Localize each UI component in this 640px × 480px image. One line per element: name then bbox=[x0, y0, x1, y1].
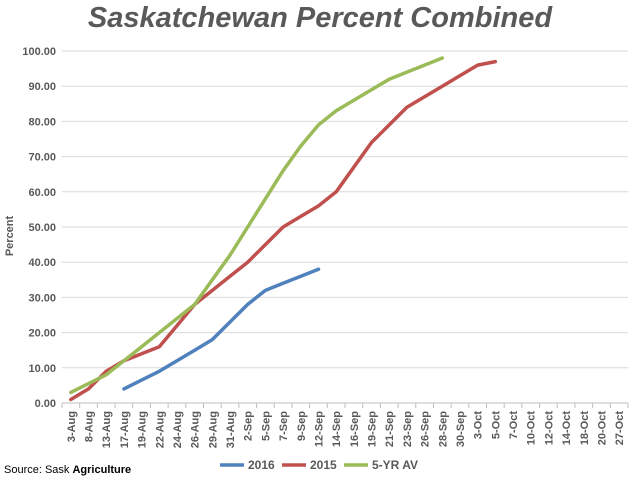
y-tick-label: 100.00 bbox=[22, 46, 56, 58]
x-tick-label: 16-Sep bbox=[349, 411, 361, 447]
x-tick-label: 19-Sep bbox=[367, 411, 379, 447]
y-axis-title: Percent bbox=[4, 215, 16, 256]
y-tick-label: 0.00 bbox=[35, 398, 56, 410]
y-tick-label: 80.00 bbox=[28, 116, 56, 128]
x-tick-label: 17-Aug bbox=[119, 411, 131, 448]
series-layer bbox=[69, 56, 498, 402]
x-tick-label: 31-Aug bbox=[225, 411, 237, 448]
x-tick-label: 20-Oct bbox=[596, 411, 608, 446]
x-tick-label: 23-Sep bbox=[402, 411, 414, 447]
legend-label: 2016 bbox=[248, 458, 275, 472]
x-tick-label: 18-Oct bbox=[579, 411, 591, 446]
x-tick-label: 5-Sep bbox=[260, 411, 272, 441]
series-line-5-yr-av bbox=[69, 56, 445, 395]
legend-label: 5-YR AV bbox=[372, 458, 418, 472]
x-tick-label: 14-Oct bbox=[561, 411, 573, 446]
x-tick-label: 10-Oct bbox=[526, 411, 538, 446]
y-tick-label: 20.00 bbox=[28, 328, 56, 340]
y-tick-label: 10.00 bbox=[28, 363, 56, 375]
x-tick-label: 21-Sep bbox=[384, 411, 396, 447]
x-tick-label: 14-Sep bbox=[331, 411, 343, 447]
grid-layer bbox=[62, 50, 628, 369]
y-tick-label: 50.00 bbox=[28, 222, 56, 234]
x-tick-label: 22-Aug bbox=[154, 411, 166, 448]
y-tick-label: 40.00 bbox=[28, 257, 56, 269]
chart-title: Saskatchewan Percent Combined bbox=[87, 2, 553, 34]
x-tick-label: 9-Sep bbox=[296, 411, 308, 441]
x-tick-label: 12-Sep bbox=[313, 411, 325, 447]
x-tick-label: 26-Aug bbox=[190, 411, 202, 448]
x-tick-label: 19-Aug bbox=[137, 411, 149, 448]
x-tick-label: 26-Sep bbox=[420, 411, 432, 447]
x-tick-label: 30-Sep bbox=[455, 411, 467, 447]
x-tick-label: 12-Oct bbox=[543, 411, 555, 446]
x-tick-label: 29-Aug bbox=[207, 411, 219, 448]
x-tick-label: 28-Sep bbox=[437, 411, 449, 447]
x-tick-label: 7-Sep bbox=[278, 411, 290, 441]
y-tick-label: 30.00 bbox=[28, 292, 56, 304]
source-prefix: Source: Sask bbox=[4, 464, 73, 476]
axis-layer: 0.00 10.00 20.00 30.00 40.00 50.00 60.00 70.00 8… bbox=[22, 46, 629, 448]
legend-label: 2015 bbox=[310, 458, 337, 472]
x-tick-label: 3-Aug bbox=[66, 411, 78, 442]
y-tick-label: 60.00 bbox=[28, 187, 56, 199]
x-tick-label: 2-Sep bbox=[243, 411, 255, 441]
source-note: Source: Sask Agriculture bbox=[4, 464, 131, 476]
series-line-2016 bbox=[122, 267, 321, 391]
source-bold: Agriculture bbox=[72, 464, 132, 476]
x-tick-label: 24-Aug bbox=[172, 411, 184, 448]
x-tick-label: 7-Oct bbox=[508, 411, 520, 439]
x-tick-label: 5-Oct bbox=[490, 411, 502, 439]
y-tick-label: 90.00 bbox=[28, 81, 56, 93]
x-tick-label: 27-Oct bbox=[614, 411, 626, 446]
x-tick-label: 8-Aug bbox=[84, 411, 96, 442]
x-tick-label: 3-Oct bbox=[473, 411, 485, 439]
series-line-2015 bbox=[69, 59, 498, 402]
x-tick-label: 13-Aug bbox=[101, 411, 113, 448]
y-tick-label: 70.00 bbox=[28, 152, 56, 164]
legend: 2016 2015 5-YR AV bbox=[220, 458, 418, 472]
